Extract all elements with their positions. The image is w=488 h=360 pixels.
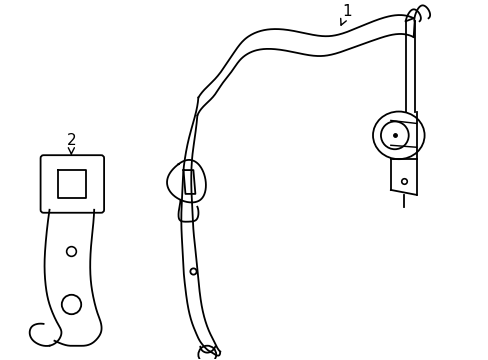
Text: 2: 2 — [66, 133, 76, 154]
Text: 1: 1 — [340, 4, 351, 25]
